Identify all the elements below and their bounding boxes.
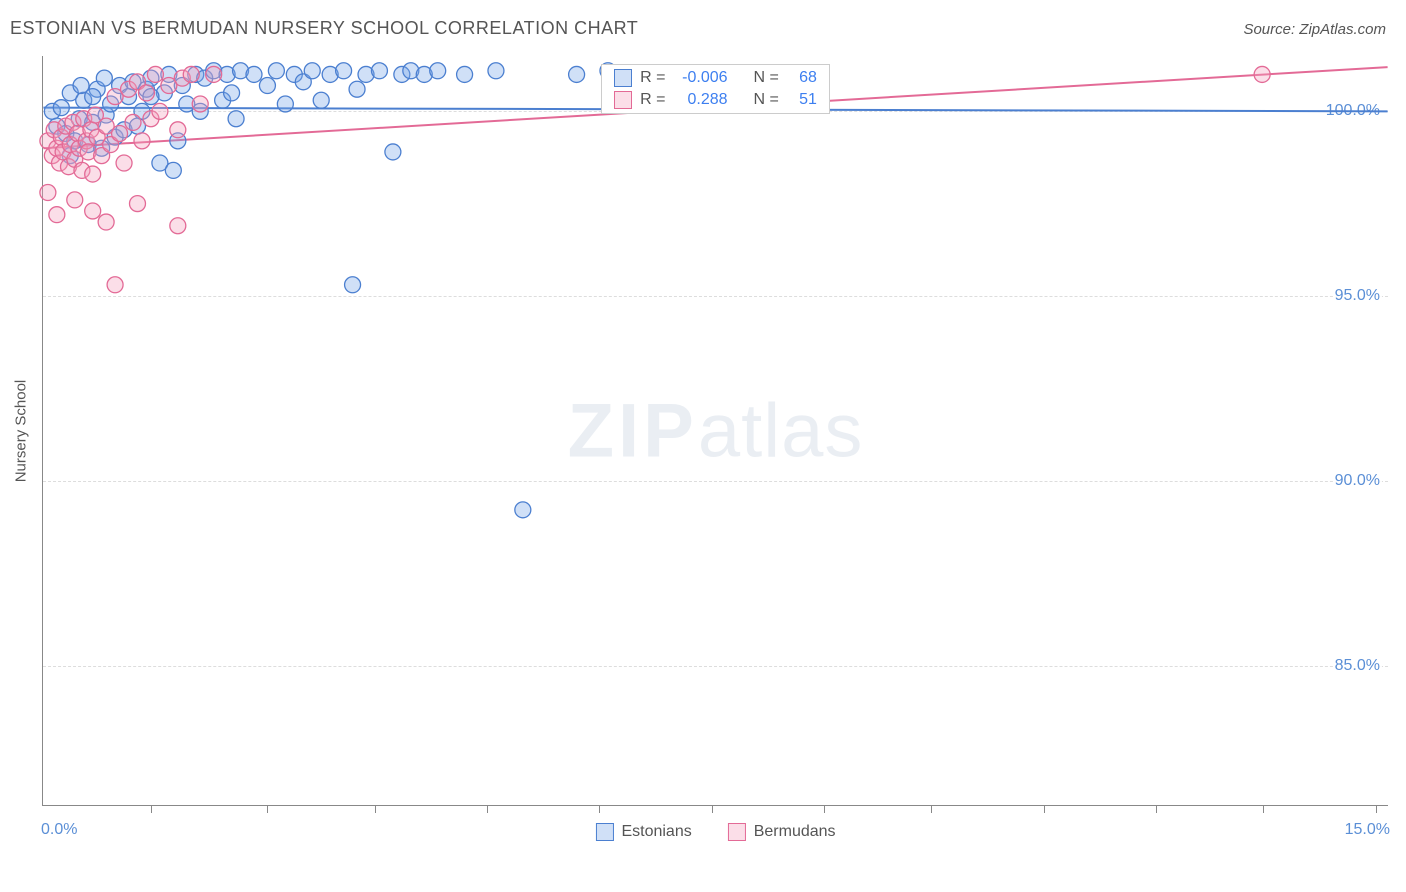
r-prefix: R = bbox=[640, 91, 665, 109]
data-point-estonians bbox=[345, 277, 361, 293]
chart-title: ESTONIAN VS BERMUDAN NURSERY SCHOOL CORR… bbox=[10, 18, 638, 39]
x-tick bbox=[267, 805, 268, 813]
data-point-bermudans bbox=[98, 214, 114, 230]
x-tick bbox=[1376, 805, 1377, 813]
source-attribution: Source: ZipAtlas.com bbox=[1243, 21, 1386, 38]
data-point-estonians bbox=[371, 63, 387, 79]
r-prefix: R = bbox=[640, 69, 665, 87]
correlation-legend: R = -0.006 N = 68 R = 0.288 N = 51 bbox=[601, 64, 830, 114]
data-point-bermudans bbox=[134, 133, 150, 149]
data-point-estonians bbox=[385, 144, 401, 160]
x-tick bbox=[151, 805, 152, 813]
r-value: -0.006 bbox=[674, 69, 728, 87]
data-point-estonians bbox=[259, 78, 275, 94]
bermudans-swatch bbox=[728, 823, 746, 841]
x-tick bbox=[931, 805, 932, 813]
data-point-estonians bbox=[165, 162, 181, 178]
data-point-bermudans bbox=[170, 122, 186, 138]
data-point-estonians bbox=[515, 502, 531, 518]
data-point-bermudans bbox=[147, 66, 163, 82]
data-point-bermudans bbox=[152, 103, 168, 119]
corr-row-bermudans: R = 0.288 N = 51 bbox=[602, 89, 829, 111]
x-tick bbox=[1044, 805, 1045, 813]
x-tick bbox=[1263, 805, 1264, 813]
data-point-estonians bbox=[430, 63, 446, 79]
data-point-estonians bbox=[313, 92, 329, 108]
data-point-bermudans bbox=[85, 166, 101, 182]
data-point-bermudans bbox=[138, 85, 154, 101]
data-point-bermudans bbox=[170, 218, 186, 234]
corr-row-estonians: R = -0.006 N = 68 bbox=[602, 67, 829, 89]
x-tick bbox=[375, 805, 376, 813]
plot-area: Nursery School 100.0%95.0%90.0%85.0% 0.0… bbox=[42, 56, 1388, 806]
x-axis-max-label: 15.0% bbox=[1345, 821, 1390, 839]
n-value: 68 bbox=[787, 69, 817, 87]
data-point-estonians bbox=[246, 66, 262, 82]
legend-label-bermudans: Bermudans bbox=[754, 823, 836, 841]
x-tick bbox=[712, 805, 713, 813]
data-point-estonians bbox=[228, 111, 244, 127]
data-point-bermudans bbox=[116, 155, 132, 171]
data-point-bermudans bbox=[125, 114, 141, 130]
data-point-bermudans bbox=[206, 66, 222, 82]
x-tick bbox=[1156, 805, 1157, 813]
data-point-estonians bbox=[336, 63, 352, 79]
data-point-bermudans bbox=[107, 277, 123, 293]
x-tick bbox=[824, 805, 825, 813]
data-point-bermudans bbox=[40, 185, 56, 201]
legend-item-estonians: Estonians bbox=[595, 823, 691, 841]
n-prefix: N = bbox=[754, 91, 779, 109]
series-legend: Estonians Bermudans bbox=[595, 823, 835, 841]
legend-item-bermudans: Bermudans bbox=[728, 823, 836, 841]
data-point-estonians bbox=[488, 63, 504, 79]
n-prefix: N = bbox=[754, 69, 779, 87]
data-point-bermudans bbox=[1254, 66, 1270, 82]
data-point-estonians bbox=[349, 81, 365, 97]
data-point-estonians bbox=[277, 96, 293, 112]
legend-label-estonians: Estonians bbox=[621, 823, 691, 841]
data-point-bermudans bbox=[130, 196, 146, 212]
data-point-bermudans bbox=[192, 96, 208, 112]
data-point-bermudans bbox=[183, 66, 199, 82]
data-point-estonians bbox=[73, 78, 89, 94]
r-value: 0.288 bbox=[674, 91, 728, 109]
data-point-bermudans bbox=[67, 192, 83, 208]
data-point-estonians bbox=[457, 66, 473, 82]
data-point-bermudans bbox=[85, 203, 101, 219]
n-value: 51 bbox=[787, 91, 817, 109]
data-point-estonians bbox=[53, 100, 69, 116]
data-point-estonians bbox=[224, 85, 240, 101]
chart-plot: Nursery School 100.0%95.0%90.0%85.0% 0.0… bbox=[42, 56, 1388, 806]
corr-swatch bbox=[614, 91, 632, 109]
data-point-estonians bbox=[96, 70, 112, 86]
x-tick bbox=[487, 805, 488, 813]
data-point-bermudans bbox=[112, 125, 128, 141]
data-point-estonians bbox=[569, 66, 585, 82]
estonians-swatch bbox=[595, 823, 613, 841]
data-point-bermudans bbox=[49, 207, 65, 223]
header-row: ESTONIAN VS BERMUDAN NURSERY SCHOOL CORR… bbox=[10, 18, 1386, 39]
x-axis-min-label: 0.0% bbox=[41, 821, 77, 839]
scatter-points-layer bbox=[43, 56, 1388, 805]
y-axis-label: Nursery School bbox=[13, 379, 30, 482]
corr-swatch bbox=[614, 69, 632, 87]
data-point-estonians bbox=[304, 63, 320, 79]
data-point-estonians bbox=[268, 63, 284, 79]
x-tick bbox=[599, 805, 600, 813]
